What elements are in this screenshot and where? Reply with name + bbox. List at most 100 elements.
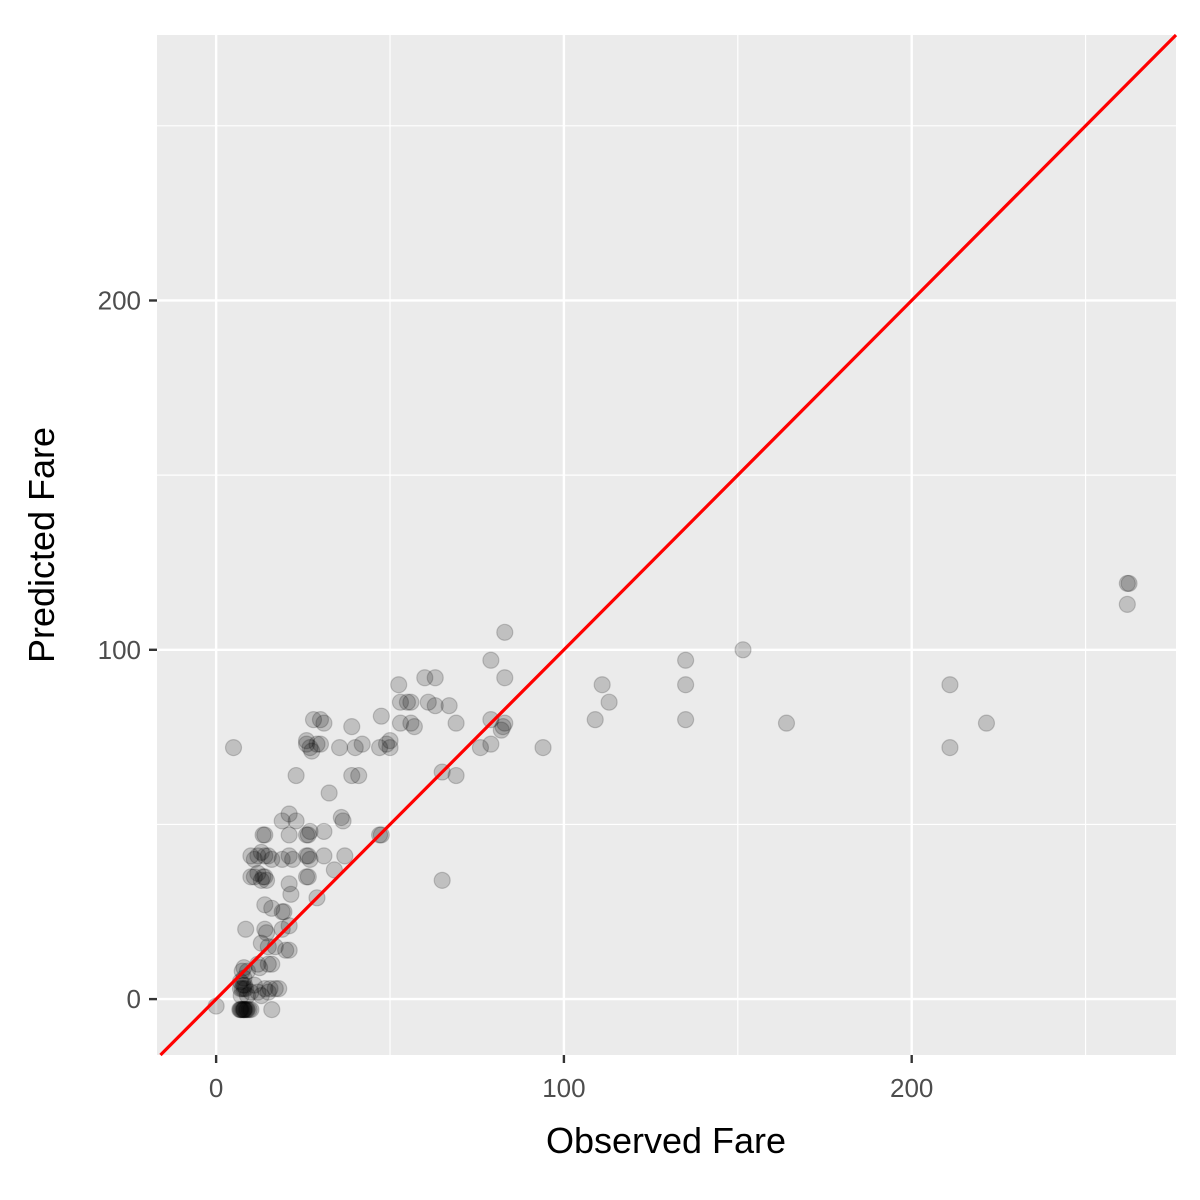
data-point: [343, 766, 361, 785]
data-point: [390, 676, 408, 694]
data-point: [308, 735, 326, 753]
data-point: [242, 1000, 260, 1019]
data-point: [381, 739, 399, 757]
data-point: [402, 714, 420, 732]
data-point: [254, 826, 272, 844]
data-point: [252, 871, 270, 889]
reference-line-layer: [159, 33, 1178, 1057]
data-point: [426, 669, 444, 687]
data-point: [240, 1000, 258, 1019]
data-point: [249, 847, 267, 865]
data-point: [266, 980, 284, 998]
data-point: [447, 714, 465, 732]
data-point: [287, 812, 305, 830]
y-axis-title: Predicted Fare: [21, 427, 62, 663]
data-point: [245, 976, 263, 994]
data-point: [263, 899, 281, 917]
data-point: [416, 669, 434, 687]
data-point: [301, 822, 319, 841]
data-point: [315, 822, 333, 841]
data-point: [315, 714, 333, 732]
data-point: [249, 864, 267, 882]
x-tick-label: 100: [542, 1073, 585, 1103]
data-point: [332, 808, 350, 827]
data-point: [677, 651, 695, 669]
data-points: [207, 574, 1138, 1019]
data-point: [377, 735, 396, 753]
data-point: [280, 805, 298, 823]
data-point: [238, 1000, 257, 1019]
data-point: [259, 847, 277, 865]
data-point: [311, 735, 330, 753]
data-point: [311, 711, 330, 729]
data-point: [259, 983, 277, 1001]
data-point: [315, 847, 333, 865]
data-point: [263, 955, 281, 973]
data-point: [237, 980, 255, 998]
y-tick-label: 0: [127, 984, 141, 1014]
data-point: [284, 850, 302, 868]
data-point: [280, 875, 298, 893]
data-point: [391, 714, 410, 732]
data-point: [492, 721, 510, 739]
data-point: [235, 980, 253, 998]
data-point: [245, 868, 263, 886]
data-point: [252, 987, 270, 1005]
data-point: [233, 1000, 251, 1019]
data-point: [232, 1000, 250, 1019]
data-point: [301, 850, 319, 868]
data-point: [1120, 574, 1138, 593]
data-point: [280, 847, 298, 865]
x-tick-label: 0: [209, 1073, 223, 1103]
data-point: [496, 669, 514, 687]
data-point: [238, 962, 257, 980]
data-point: [277, 941, 295, 959]
data-point: [346, 739, 364, 757]
data-point: [245, 850, 263, 868]
data-point: [433, 871, 451, 889]
data-point: [301, 739, 319, 757]
data-point: [236, 1000, 254, 1019]
data-point: [941, 676, 959, 694]
data-point: [236, 976, 254, 994]
data-point: [419, 693, 437, 711]
data-point: [234, 1000, 252, 1019]
data-point: [287, 766, 305, 785]
major-gridlines: [157, 35, 1176, 1055]
data-point: [734, 641, 752, 659]
data-point: [677, 676, 695, 694]
data-point: [496, 623, 514, 641]
data-point: [320, 784, 338, 802]
data-point: [256, 868, 274, 886]
data-point: [777, 714, 796, 732]
data-point: [304, 711, 323, 729]
data-point: [297, 868, 316, 886]
data-point: [273, 920, 291, 938]
minor-gridlines: [157, 35, 1176, 1055]
data-point: [263, 1000, 281, 1019]
data-point: [372, 707, 390, 725]
data-point: [273, 903, 291, 921]
data-point: [235, 1000, 253, 1019]
data-point: [402, 693, 420, 711]
data-point: [231, 1000, 250, 1019]
data-point: [273, 850, 291, 868]
data-point: [350, 766, 368, 785]
data-point: [249, 983, 267, 1001]
data-point: [282, 885, 300, 903]
x-tick-label: 200: [890, 1073, 933, 1103]
data-point: [336, 847, 354, 865]
data-point: [280, 941, 298, 959]
data-point: [238, 1000, 256, 1019]
data-point: [593, 676, 611, 694]
data-point: [299, 826, 317, 844]
data-point: [231, 980, 250, 998]
data-point: [275, 903, 293, 921]
data-point: [233, 980, 251, 998]
axes: 0 100 200 0 100 200: [98, 285, 934, 1103]
data-point: [426, 697, 444, 715]
y-tick-label: 100: [98, 635, 141, 665]
data-point: [297, 735, 316, 753]
data-point: [405, 718, 423, 736]
